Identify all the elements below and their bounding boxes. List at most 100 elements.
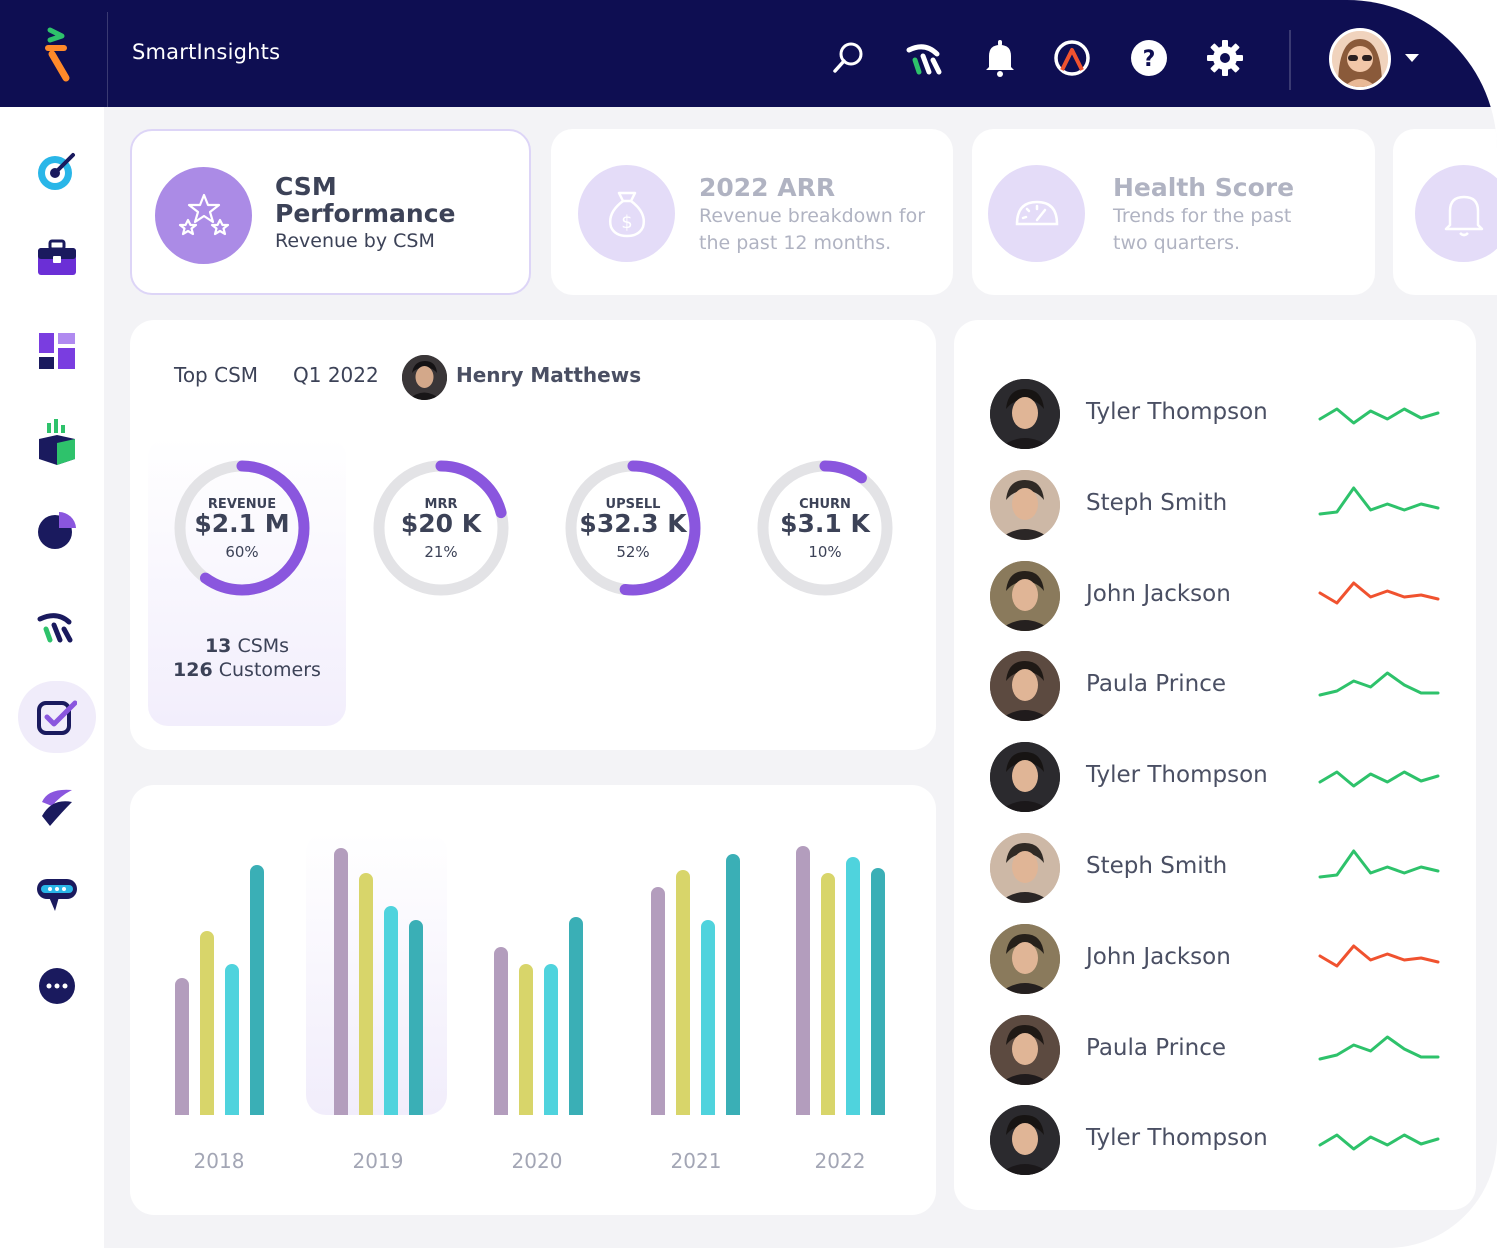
list-item[interactable]: John Jackson [990, 923, 1450, 996]
gear-icon[interactable] [1205, 38, 1245, 78]
bar-2020-s1[interactable] [494, 947, 508, 1115]
donut-mrr[interactable] [371, 458, 511, 598]
bar-2018-s3[interactable] [225, 963, 239, 1115]
list-item[interactable]: Paula Prince [990, 1014, 1450, 1087]
trend-line [1318, 1133, 1440, 1151]
pie-chart-icon [38, 511, 76, 549]
bar-2021-s2[interactable] [676, 870, 690, 1115]
list-item[interactable]: Steph Smith [990, 833, 1450, 905]
card-title-line1: CSM [275, 172, 337, 201]
trend-sparkline [1318, 944, 1440, 968]
list-item[interactable]: John Jackson [990, 560, 1450, 633]
donut-revenue[interactable] [172, 458, 312, 598]
sidebar-item-portfolio[interactable] [18, 222, 96, 294]
trend-sparkline [1318, 849, 1440, 879]
top-csm-name[interactable]: Henry Matthews [456, 363, 642, 387]
sidebar-item-more[interactable] [18, 950, 96, 1022]
avatar [990, 742, 1060, 813]
csm-count-label: CSMs [237, 635, 290, 657]
list-item[interactable]: Tyler Thompson [990, 1105, 1450, 1177]
trend-line [1318, 770, 1440, 788]
bar-2019-s4[interactable] [409, 919, 423, 1115]
search-icon[interactable] [828, 38, 868, 78]
donut-value: $32.3 K [579, 509, 687, 538]
donut-progress [174, 460, 310, 596]
csm-name: John Jackson [1086, 580, 1231, 607]
bar-2019-s1[interactable] [334, 848, 348, 1115]
sidebar-item-brand[interactable] [18, 591, 96, 663]
top-csm-label: Top CSM [174, 363, 259, 387]
avatar [990, 651, 1060, 722]
card-subtitle-line1: Revenue breakdown for [699, 205, 926, 227]
trend-line [1318, 581, 1440, 605]
list-item[interactable]: Tyler Thompson [990, 379, 1450, 451]
trend-line [1318, 944, 1440, 968]
csm-name: Paula Prince [1086, 1034, 1226, 1061]
donut-churn[interactable] [755, 458, 895, 598]
sidebar-item-journeys[interactable] [18, 771, 96, 843]
period-label[interactable]: Q1 2022 [293, 363, 379, 387]
sidebar-item-messages[interactable] [18, 857, 96, 929]
bar-2022-s4[interactable] [871, 867, 885, 1115]
brand-mark-icon [37, 613, 73, 643]
trend-sparkline [1318, 1035, 1440, 1061]
avatar [990, 923, 1060, 994]
x-tick-label: 2019 [352, 1149, 404, 1173]
sidebar-item-dashboard[interactable] [18, 315, 96, 387]
bar-2022-s2[interactable] [821, 873, 835, 1115]
bar-2020-s3[interactable] [544, 963, 558, 1115]
support-icon[interactable] [1052, 38, 1092, 78]
chart-highlight-2019 [306, 832, 447, 1115]
bar-2019-s2[interactable] [359, 873, 373, 1115]
target-icon [38, 153, 75, 190]
customer-count-label: Customers [218, 659, 321, 681]
bar-2020-s4[interactable] [569, 917, 583, 1115]
donut-percent: 21% [424, 543, 458, 561]
bell-icon[interactable] [980, 38, 1020, 78]
user-avatar[interactable] [1329, 28, 1391, 90]
bar-2021-s1[interactable] [651, 886, 665, 1115]
x-tick-label: 2021 [670, 1149, 722, 1173]
list-item[interactable]: Steph Smith [990, 469, 1450, 542]
bar-2022-s1[interactable] [796, 845, 810, 1115]
sidebar-item-goals[interactable] [18, 135, 96, 207]
donut-upsell[interactable] [563, 458, 703, 598]
brand-mark-icon[interactable] [905, 38, 945, 78]
csm-name: Tyler Thompson [1086, 1125, 1268, 1152]
briefcase-icon [38, 239, 76, 275]
bar-2018-s1[interactable] [175, 977, 189, 1115]
bar-2018-s2[interactable] [200, 930, 214, 1115]
bell-icon [1415, 165, 1497, 262]
sidebar-item-reports[interactable] [18, 494, 96, 566]
avatar [990, 560, 1060, 631]
bar-2021-s4[interactable] [726, 853, 740, 1115]
app-logo-icon[interactable] [30, 26, 86, 86]
card-2022-arr[interactable]: $ 2022 ARR Revenue breakdown for the pas… [551, 129, 953, 295]
list-item[interactable]: Tyler Thompson [990, 742, 1450, 814]
avatar [990, 833, 1060, 903]
list-item[interactable]: Paula Prince [990, 651, 1450, 723]
donut-progress [565, 460, 701, 596]
bar-2021-s3[interactable] [701, 919, 715, 1115]
chevron-down-icon[interactable] [1405, 54, 1419, 62]
card-subtitle-line1: Trends for the past [1113, 205, 1292, 227]
avatar [990, 469, 1060, 540]
donut-percent: 10% [808, 543, 842, 561]
card-alerts[interactable] [1393, 129, 1497, 295]
card-health-score[interactable]: Health Score Trends for the past two qua… [972, 129, 1375, 295]
avatar [990, 1105, 1060, 1176]
bar-2019-s3[interactable] [384, 906, 398, 1115]
donut-key: REVENUE [207, 497, 277, 512]
card-csm-performance[interactable]: CSM Performance Revenue by CSM [130, 129, 531, 295]
trend-sparkline [1318, 671, 1440, 697]
help-icon[interactable]: ? [1129, 38, 1169, 78]
csm-name: Steph Smith [1086, 489, 1228, 516]
stars-icon [155, 167, 252, 264]
bar-2020-s2[interactable] [519, 963, 533, 1115]
sidebar-item-growth[interactable] [18, 407, 96, 479]
bar-2022-s3[interactable] [846, 856, 860, 1115]
bar-2018-s4[interactable] [250, 864, 264, 1115]
sidebar-item-tasks[interactable] [18, 681, 96, 753]
trend-sparkline [1318, 1133, 1440, 1151]
